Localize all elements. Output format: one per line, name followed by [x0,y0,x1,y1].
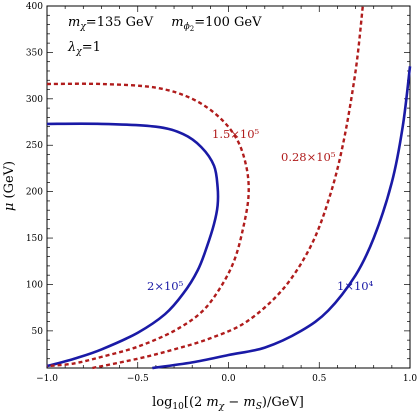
x-axis-title: log10[(2 mχ − mS)/GeV] [152,395,304,412]
x-tick-label: −1.0 [36,374,58,384]
y-tick-label: 400 [26,2,43,12]
x-tick-label: 0.0 [221,374,236,384]
x-tick-label: −0.5 [127,374,149,384]
ticks [46,5,411,369]
curve-label-1e4: 1×10⁴ [337,279,374,293]
series-line-0 [46,122,220,368]
curve-label-0.28e5: 0.28×10⁵ [281,150,336,164]
y-tick-label: 250 [26,141,43,151]
y-tick-label: 100 [26,280,43,290]
series-line-2 [92,5,364,370]
series-line-3 [152,66,412,370]
y-tick-label: 300 [26,95,43,105]
series-line-1 [46,82,250,368]
y-tick-label: 50 [32,327,44,337]
curve-label-1.5e5: 1.5×10⁵ [212,127,260,141]
y-axis-title: μ (GeV) [2,161,17,211]
y-tick-label: 350 [26,48,43,58]
y-tick-label: 200 [26,188,43,198]
tick-labels: −1.0 −0.5 0.0 0.5 1.0 50 100 150 200 250 300 350 400 [26,2,417,384]
x-tick-label: 0.5 [312,374,327,384]
curve-label-2e5: 2×10⁵ [147,279,184,293]
annotation-lambda: λχ=1 [67,40,101,57]
annotation-masses: mχ=135 GeV mϕ2=100 GeV [68,15,262,33]
curves [46,5,412,370]
y-tick-label: 150 [26,234,43,244]
x-tick-label: 1.0 [403,374,417,384]
plot-frame [46,5,411,369]
